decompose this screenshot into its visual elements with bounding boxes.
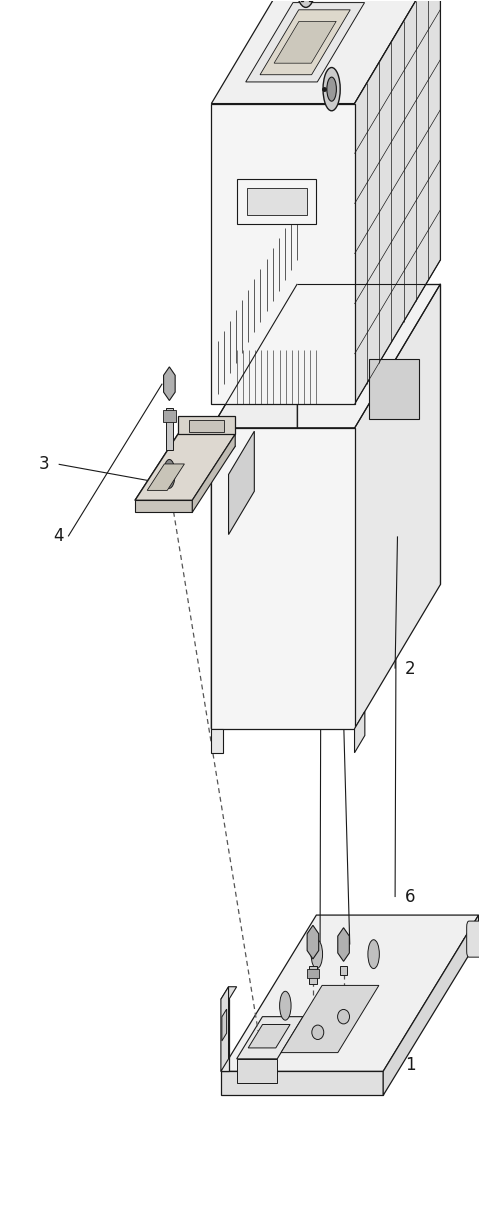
Polygon shape <box>309 966 317 984</box>
Polygon shape <box>340 966 347 975</box>
Circle shape <box>327 77 336 101</box>
Polygon shape <box>135 500 192 512</box>
Polygon shape <box>211 104 355 404</box>
Text: 2: 2 <box>405 659 415 677</box>
Polygon shape <box>355 0 441 404</box>
Polygon shape <box>228 431 254 535</box>
FancyBboxPatch shape <box>467 921 480 957</box>
Polygon shape <box>211 729 223 753</box>
Polygon shape <box>221 915 479 1071</box>
Polygon shape <box>147 464 184 490</box>
Polygon shape <box>164 366 175 400</box>
Polygon shape <box>297 284 441 584</box>
Text: 5: 5 <box>345 588 356 605</box>
Polygon shape <box>135 434 235 500</box>
Polygon shape <box>248 1024 290 1048</box>
Polygon shape <box>355 711 365 753</box>
Polygon shape <box>163 410 176 422</box>
Text: 5: 5 <box>326 540 336 558</box>
Polygon shape <box>178 416 235 434</box>
Polygon shape <box>260 10 350 75</box>
Polygon shape <box>383 915 479 1095</box>
Polygon shape <box>369 359 419 419</box>
Circle shape <box>323 67 340 111</box>
Circle shape <box>280 992 291 1021</box>
Polygon shape <box>192 434 235 512</box>
Polygon shape <box>355 284 441 729</box>
Polygon shape <box>211 284 297 729</box>
Polygon shape <box>190 419 224 431</box>
Polygon shape <box>211 428 355 729</box>
Circle shape <box>295 0 316 7</box>
Polygon shape <box>211 0 441 104</box>
Text: 4: 4 <box>53 528 63 546</box>
Polygon shape <box>237 1059 277 1083</box>
Circle shape <box>368 940 379 969</box>
Polygon shape <box>274 22 336 63</box>
Polygon shape <box>237 178 316 224</box>
Polygon shape <box>135 434 235 500</box>
Polygon shape <box>247 188 307 214</box>
Polygon shape <box>281 986 379 1053</box>
Circle shape <box>311 940 323 969</box>
Text: 1: 1 <box>405 1057 415 1075</box>
Polygon shape <box>166 407 173 449</box>
Polygon shape <box>221 987 228 1071</box>
Ellipse shape <box>312 1025 324 1040</box>
Polygon shape <box>221 987 237 999</box>
Text: 6: 6 <box>405 888 415 906</box>
Polygon shape <box>221 1071 383 1095</box>
Circle shape <box>164 459 175 488</box>
Polygon shape <box>237 1017 303 1059</box>
Polygon shape <box>246 2 364 82</box>
Polygon shape <box>221 999 229 1071</box>
Polygon shape <box>178 434 235 446</box>
Polygon shape <box>307 969 319 978</box>
Text: 3: 3 <box>38 455 49 474</box>
Polygon shape <box>222 1009 227 1041</box>
Polygon shape <box>338 928 349 962</box>
Ellipse shape <box>337 1010 349 1024</box>
Polygon shape <box>307 925 319 959</box>
